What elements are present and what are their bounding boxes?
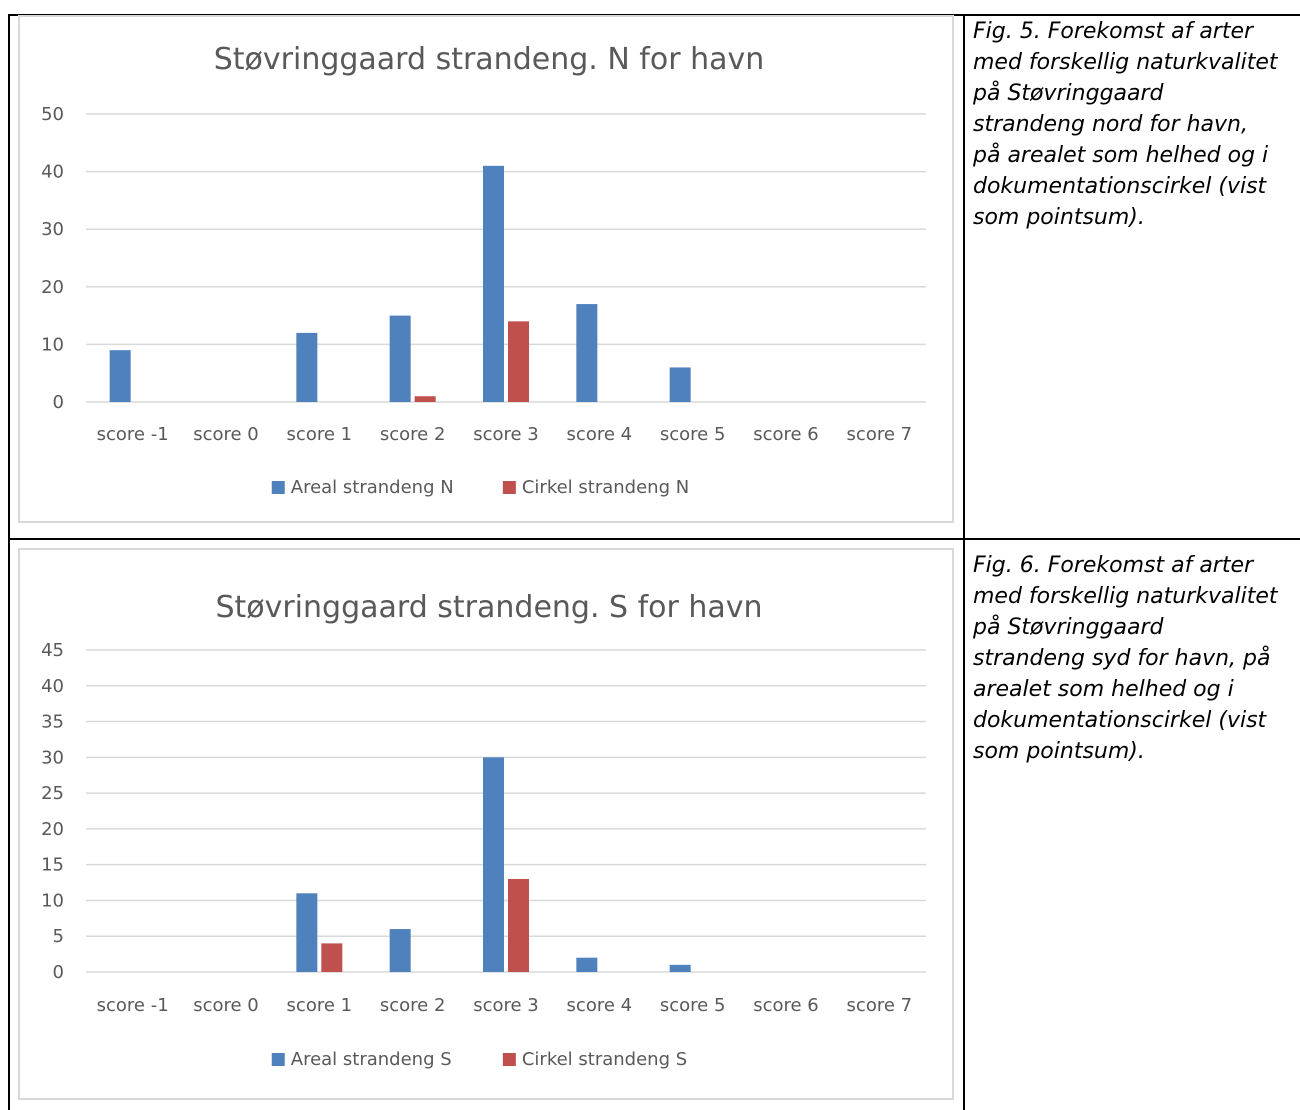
y-tick-label: 30 (41, 219, 64, 240)
table-border-left (8, 14, 10, 1110)
y-tick-label: 5 (53, 926, 64, 947)
x-tick-label: score 7 (847, 995, 913, 1016)
x-tick-label: score 4 (567, 424, 633, 445)
x-tick-label: score 0 (193, 995, 259, 1016)
x-tick-label: score -1 (97, 424, 169, 445)
legend-label: Areal strandeng S (291, 1049, 452, 1070)
x-tick-label: score 2 (380, 995, 446, 1016)
x-tick-label: score 5 (660, 424, 726, 445)
x-tick-label: score 6 (753, 995, 819, 1016)
legend-label: Cirkel strandeng S (522, 1049, 687, 1070)
bar-cirkel-strandeng-s-score1 (321, 943, 343, 972)
bar-chart-north: Støvringgaard strandeng. N for havn 0 10 20… (41, 42, 926, 498)
bar-areal-strandeng-n-score4 (576, 304, 598, 402)
x-tick-label: score 2 (380, 424, 446, 445)
x-tick-label: score 7 (847, 424, 913, 445)
chart-title: Støvringgaard strandeng. S for havn (215, 590, 762, 625)
bar-areal-strandeng-s-score2 (389, 929, 411, 972)
legend-swatch (502, 1053, 516, 1066)
legend-swatch (271, 1053, 285, 1066)
legend-label: Cirkel strandeng N (522, 477, 689, 498)
bar-chart-south: Støvringgaard strandeng. S for havn 0 5 10 1… (41, 590, 926, 1070)
figure-caption-6: Fig. 6. Forekomst af arter med forskelli… (973, 553, 1278, 764)
y-tick-label: 40 (41, 676, 64, 697)
bar-cirkel-strandeng-s-score3 (508, 878, 529, 972)
y-tick-label: 0 (53, 962, 64, 983)
bar-areal-strandeng-s-score1 (296, 893, 318, 972)
y-tick-label: 25 (41, 783, 64, 804)
y-tick-label: 30 (41, 747, 64, 768)
legend-label: Areal strandeng N (291, 477, 454, 498)
bar-areal-strandeng-n-score-1 (109, 350, 131, 402)
chart-title: Støvringgaard strandeng. N for havn (214, 42, 765, 77)
bar-areal-strandeng-s-score3 (483, 757, 504, 972)
chart-frame-south: Støvringgaard strandeng. S for havn 0 5 10 1… (18, 548, 954, 1100)
legend-swatch (502, 481, 516, 494)
bar-areal-strandeng-n-score3 (483, 165, 504, 402)
y-tick-label: 10 (41, 334, 64, 355)
table-row-divider (8, 538, 1300, 540)
x-tick-label: score 6 (753, 424, 819, 445)
legend-swatch (271, 481, 285, 494)
x-tick-label: score 4 (567, 995, 633, 1016)
bar-areal-strandeng-n-score2 (389, 315, 411, 402)
bar-areal-strandeng-n-score1 (296, 332, 318, 402)
y-tick-label: 45 (41, 640, 64, 661)
y-tick-label: 20 (41, 819, 64, 840)
chart-frame-north: Støvringgaard strandeng. N for havn 0 10 20… (18, 15, 954, 523)
bar-areal-strandeng-n-score5 (669, 367, 691, 402)
x-tick-label: score 1 (287, 424, 353, 445)
y-tick-label: 50 (41, 104, 64, 125)
x-tick-label: score 1 (287, 995, 353, 1016)
table-column-divider (963, 14, 965, 1110)
bar-areal-strandeng-s-score5 (669, 964, 691, 972)
y-tick-label: 15 (41, 855, 64, 876)
y-tick-label: 35 (41, 712, 64, 733)
x-tick-label: score 3 (473, 995, 539, 1016)
bar-cirkel-strandeng-n-score2 (414, 396, 436, 402)
bar-cirkel-strandeng-n-score3 (508, 321, 529, 402)
bar-areal-strandeng-s-score4 (576, 957, 598, 972)
x-tick-label: score -1 (97, 995, 169, 1016)
y-tick-label: 10 (41, 890, 64, 911)
x-tick-label: score 5 (660, 995, 726, 1016)
y-tick-label: 20 (41, 277, 64, 298)
y-tick-label: 0 (53, 392, 64, 413)
x-tick-label: score 0 (193, 424, 259, 445)
x-tick-label: score 3 (473, 424, 539, 445)
figure-caption-5: Fig. 5. Forekomst af arter med forskelli… (973, 19, 1278, 230)
y-tick-label: 40 (41, 162, 64, 183)
